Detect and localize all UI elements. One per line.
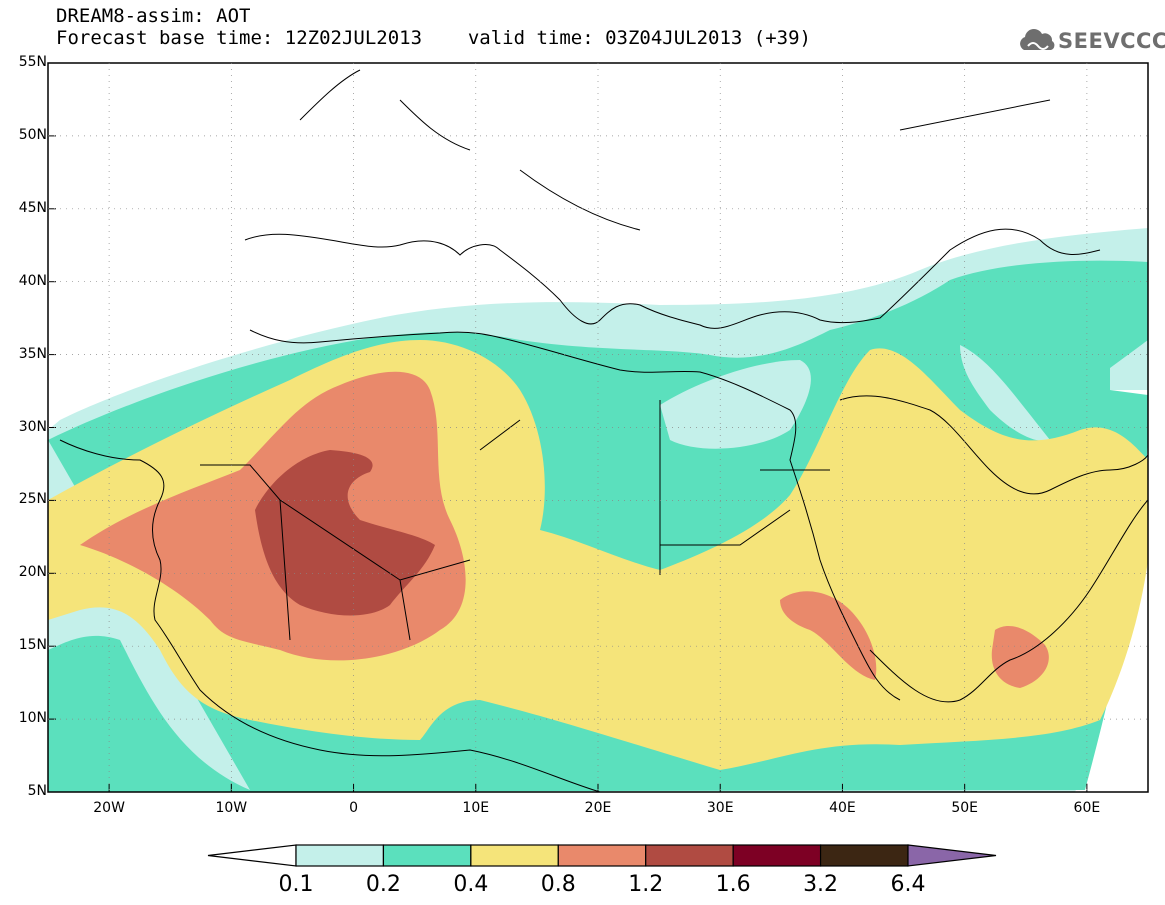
lat-label: 10N: [18, 710, 47, 727]
map-title: DREAM8-assim: AOT: [56, 5, 251, 27]
colorbar-label: 1.2: [628, 872, 664, 897]
colorbar-swatch: [382, 844, 472, 867]
seevccc-logo: SEEVCCC: [1016, 26, 1165, 56]
colorbar-label: 1.6: [715, 872, 751, 897]
colorbar-swatch: [819, 844, 909, 867]
colorbar-label: 0.2: [365, 872, 401, 897]
lon-label: 40E: [829, 800, 856, 816]
colorbar-label: 0.1: [278, 872, 314, 897]
lat-label: 15N: [18, 637, 47, 654]
colorbar-swatch: [557, 844, 647, 867]
logo-text: SEEVCCC: [1058, 29, 1165, 53]
colorbar-swatch: [470, 844, 559, 867]
aot-contours: [48, 63, 1148, 792]
lon-label: 60E: [1073, 800, 1101, 816]
colorbar: [207, 844, 997, 867]
colorbar-label: 0.8: [540, 872, 576, 897]
colorbar-swatch: [295, 844, 385, 867]
contour-1.2: [255, 450, 435, 616]
lat-label: 55N: [18, 54, 47, 70]
lat-label: 50N: [18, 126, 47, 143]
lat-label: 45N: [18, 199, 47, 216]
base-time-label: Forecast base time: 12Z02JUL2013: [56, 27, 423, 49]
colorbar-swatch: [645, 844, 734, 867]
colorbar-swatch: [732, 844, 822, 867]
lat-label: 40N: [18, 272, 47, 289]
colorbar-label: 3.2: [803, 872, 839, 897]
lon-label: 10E: [462, 800, 490, 816]
lat-label: 30N: [18, 418, 47, 435]
lon-label: 20E: [584, 800, 612, 816]
colorbar-over-triangle: [907, 844, 997, 867]
cloud-icon: [1020, 29, 1055, 50]
coastlines: [59, 69, 1148, 792]
colorbar-label: 0.4: [453, 872, 489, 897]
lon-label: 10W: [215, 800, 248, 816]
lon-label: 20W: [93, 800, 125, 816]
lon-label: 50E: [951, 800, 978, 816]
lat-label: 20N: [18, 564, 47, 581]
lon-label: 30E: [706, 800, 734, 816]
forecast-times: Forecast base time: 12Z02JUL2013 valid t…: [56, 27, 811, 49]
lat-label: 25N: [18, 491, 47, 508]
lon-label: 0: [349, 800, 358, 816]
colorbar-label: 6.4: [890, 872, 926, 897]
colorbar-under-triangle: [207, 844, 297, 867]
lat-label: 5N: [27, 783, 47, 799]
valid-time-label: valid time: 03Z04JUL2013 (+39): [467, 27, 811, 49]
lat-label: 35N: [18, 345, 47, 362]
